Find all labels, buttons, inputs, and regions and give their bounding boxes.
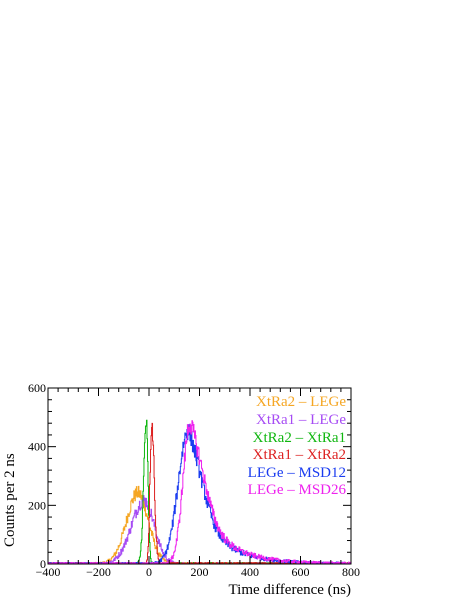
legend-entry: XtRa2 – XtRa1 bbox=[253, 430, 346, 446]
x-axis-label: Time difference (ns) bbox=[229, 582, 351, 598]
x-tick-label: 800 bbox=[342, 565, 360, 579]
legend-entry: LEGe – MSD26 bbox=[248, 482, 347, 498]
axis-layer: −400 −200 0 200 400 600 800 0 200 400 600 bbox=[28, 381, 360, 579]
legend-entry: XtRa1 – XtRa2 bbox=[253, 447, 346, 463]
x-tick-label: −400 bbox=[36, 565, 61, 579]
x-tick-label: 600 bbox=[292, 565, 310, 579]
x-tick-label: −200 bbox=[86, 565, 111, 579]
series-line bbox=[48, 420, 352, 565]
y-tick-label: 0 bbox=[40, 557, 46, 571]
legend-entry: XtRa1 – LEGe bbox=[256, 412, 346, 428]
x-tick-label: 400 bbox=[241, 565, 259, 579]
y-tick-label: 200 bbox=[28, 498, 46, 512]
x-tick-label: 0 bbox=[146, 565, 152, 579]
y-tick-label: 600 bbox=[28, 381, 46, 395]
legend-entry: LEGe – MSD12 bbox=[248, 465, 346, 481]
y-axis-label: Counts per 2 ns bbox=[2, 453, 18, 547]
y-tick-label: 400 bbox=[28, 440, 46, 454]
legend: XtRa2 – LEGe XtRa1 – LEGe XtRa2 – XtRa1XtR… bbox=[248, 394, 347, 498]
x-tick-label: 200 bbox=[191, 565, 209, 579]
legend-entry: XtRa2 – LEGe bbox=[256, 394, 346, 410]
